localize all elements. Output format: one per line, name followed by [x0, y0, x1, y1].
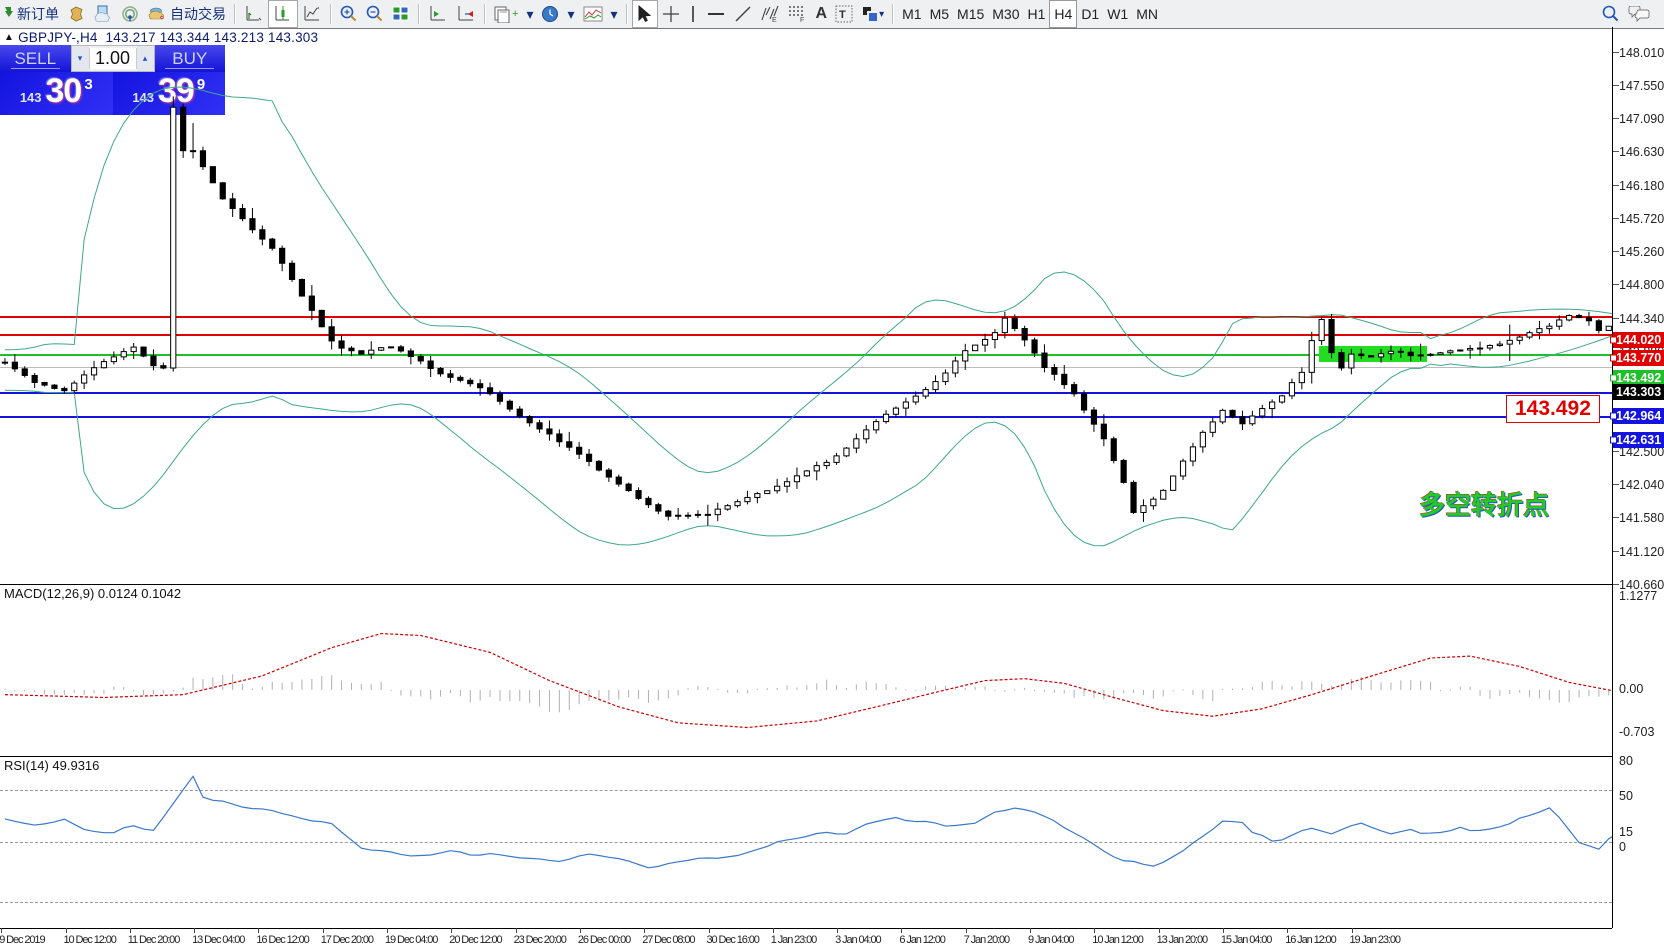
svg-text:T: T — [839, 9, 846, 21]
svg-text:F: F — [800, 17, 804, 23]
svg-text:E: E — [772, 17, 777, 23]
